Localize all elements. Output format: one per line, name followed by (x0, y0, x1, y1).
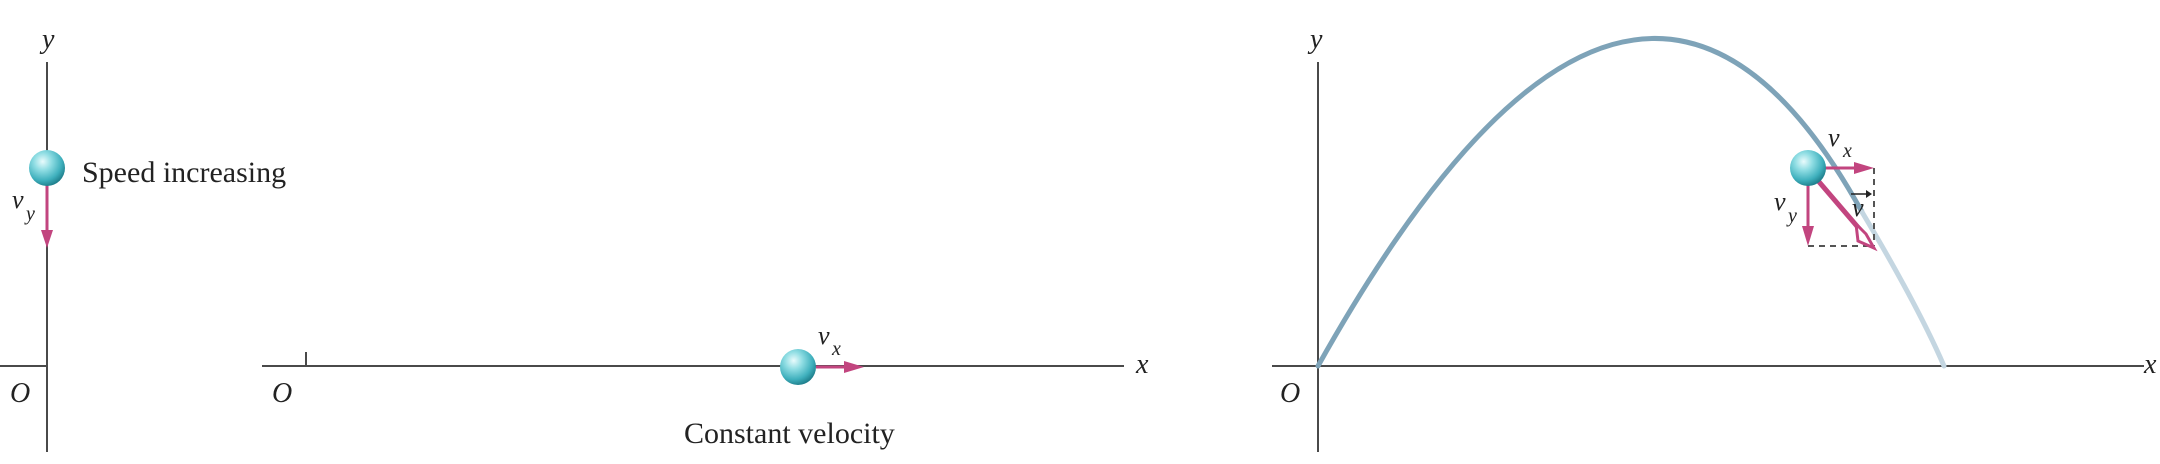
trajectory-curve-faded (1859, 209, 1947, 369)
vy-arrowhead-a (41, 230, 53, 248)
v-vector-mark-head (1866, 190, 1872, 198)
vy-arrowhead-c (1802, 226, 1814, 246)
origin-label-b: O (272, 378, 292, 409)
vy-label-c: v (1774, 187, 1786, 216)
ball-c (1790, 150, 1826, 186)
ball-a (29, 150, 65, 186)
velocity-components-box (1808, 168, 1875, 247)
panel-projectile-motion: y x O v x v y v (1272, 24, 2157, 452)
origin-label-a: O (10, 378, 30, 409)
y-axis-label-a: y (39, 24, 55, 55)
vy-subscript-a: y (24, 203, 35, 225)
vx-arrowhead-b (844, 361, 864, 373)
panel-horizontal-motion: O x v x Constant velocity (262, 321, 1149, 450)
v-label-c: v (1852, 193, 1864, 222)
vx-label-b: v (818, 321, 830, 350)
vy-label-a: v (12, 185, 24, 214)
vx-subscript-c: x (1842, 140, 1852, 162)
caption-constant-velocity: Constant velocity (684, 417, 895, 450)
panel-vertical-motion: y O v y Speed increasing (0, 24, 286, 452)
v-arrow-shaft-c (1812, 174, 1864, 234)
vx-arrowhead-c (1854, 162, 1874, 174)
x-axis-label-c: x (2143, 349, 2157, 380)
v-arrowhead-c (1854, 219, 1878, 252)
trajectory-curve (1315, 35, 1865, 369)
caption-speed-increasing: Speed increasing (82, 156, 286, 189)
x-axis-label-b: x (1135, 349, 1149, 380)
y-axis-label-c: y (1307, 24, 1323, 55)
vx-label-c: v (1828, 123, 1840, 152)
ball-b (780, 349, 816, 385)
vy-subscript-c: y (1786, 205, 1797, 227)
origin-label-c: O (1280, 378, 1300, 409)
vx-subscript-b: x (831, 338, 841, 360)
